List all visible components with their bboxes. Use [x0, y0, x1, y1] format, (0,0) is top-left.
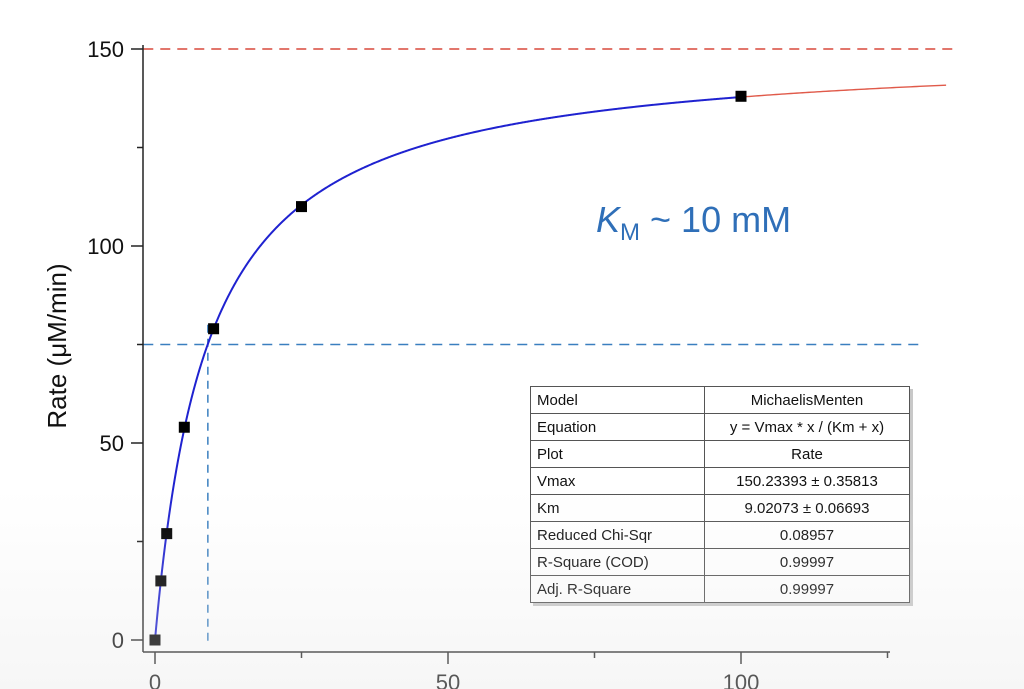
fit-param-value: Rate	[704, 440, 910, 468]
km-annotation: KM ~ 10 mM	[596, 199, 791, 246]
fit-param-name: Equation	[530, 413, 705, 441]
fit-param-value: 0.08957	[704, 521, 910, 549]
km-subscript: M	[620, 219, 640, 246]
axes	[142, 45, 890, 653]
y-tick-label: 100	[87, 234, 124, 259]
data-point	[208, 323, 220, 335]
data-point	[155, 575, 167, 587]
x-tick-label: 50	[436, 670, 460, 689]
fit-param-value: 0.99997	[704, 575, 910, 603]
fit-param-value: y = Vmax * x / (Km + x)	[704, 413, 910, 441]
fit-table-row: Model MichaelisMenten	[530, 386, 910, 414]
fit-param-value: 9.02073 ± 0.06693	[704, 494, 910, 522]
fit-table-row: Reduced Chi-Sqr 0.08957	[530, 521, 910, 549]
fit-curves	[154, 84, 947, 641]
fit-table-row: R-Square (COD) 0.99997	[530, 548, 910, 576]
fit-param-name: Km	[530, 494, 705, 522]
reference-lines	[143, 48, 955, 646]
data-point	[735, 90, 747, 102]
fit-curve-line	[154, 96, 742, 641]
data-point	[161, 528, 173, 540]
fit-param-name: Adj. R-Square	[530, 575, 705, 603]
y-axis-ticks: 0 50 100 150	[87, 37, 143, 653]
fit-param-value: MichaelisMenten	[704, 386, 910, 414]
x-tick-label: 0	[149, 670, 161, 689]
fit-param-name: Reduced Chi-Sqr	[530, 521, 705, 549]
data-points	[149, 90, 747, 646]
km-symbol: K	[596, 199, 622, 240]
fit-param-value: 0.99997	[704, 548, 910, 576]
data-point	[296, 201, 307, 213]
fit-table-row: Km 9.02073 ± 0.06693	[530, 494, 910, 522]
y-tick-label: 50	[100, 431, 124, 456]
fit-param-value: 150.23393 ± 0.35813	[704, 467, 910, 495]
fit-param-name: Plot	[530, 440, 705, 468]
fit-param-name: Vmax	[530, 467, 705, 495]
fit-param-name: R-Square (COD)	[530, 548, 705, 576]
data-point	[178, 421, 190, 433]
x-axis-ticks: 0 50 100	[149, 652, 889, 689]
y-tick-label: 0	[112, 628, 124, 653]
fit-param-name: Model	[530, 386, 705, 414]
fit-table-row: Vmax 150.23393 ± 0.35813	[530, 467, 910, 495]
x-tick-label: 100	[723, 670, 760, 689]
km-value: ~ 10 mM	[640, 199, 791, 240]
fit-extrapolation-line	[740, 84, 947, 98]
fit-table-row: Adj. R-Square 0.99997	[530, 575, 910, 603]
data-point	[149, 634, 161, 646]
y-axis-label: Rate (μM/min)	[42, 263, 72, 428]
fit-table-row: Plot Rate	[530, 440, 910, 468]
fit-table-row: Equation y = Vmax * x / (Km + x)	[530, 413, 910, 441]
y-tick-label: 150	[87, 37, 124, 62]
fit-results-table: Model MichaelisMenten Equation y = Vmax * x…	[530, 386, 910, 603]
